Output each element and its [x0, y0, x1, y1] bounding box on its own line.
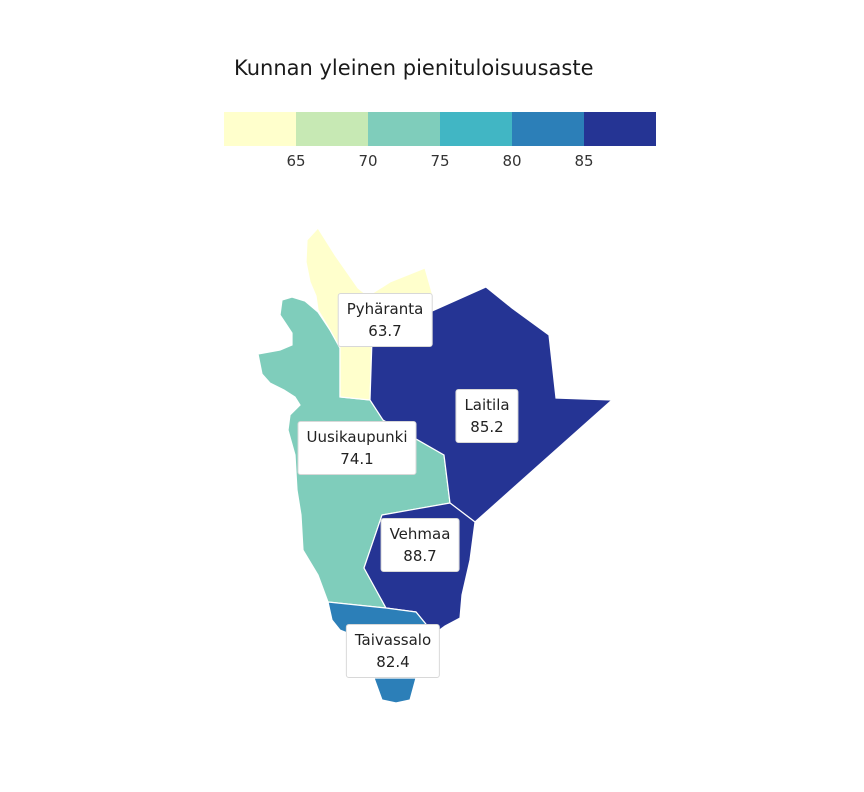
legend-tick: 75	[430, 152, 450, 170]
legend-tick: 70	[358, 152, 378, 170]
region-label-vehmaa: Vehmaa 88.7	[380, 518, 460, 572]
region-value: 74.1	[340, 450, 374, 468]
legend-swatch-2	[296, 112, 368, 146]
region-name: Vehmaa	[389, 525, 451, 543]
legend-swatch-1	[224, 112, 296, 146]
legend-swatch-6	[584, 112, 656, 146]
legend-tick: 65	[286, 152, 306, 170]
region-name: Uusikaupunki	[306, 428, 408, 446]
legend-swatch-3	[368, 112, 440, 146]
region-value: 85.2	[470, 418, 504, 436]
region-name: Laitila	[464, 396, 510, 414]
region-name: Pyhäranta	[346, 300, 424, 318]
legend-tick: 85	[574, 152, 594, 170]
color-legend	[224, 112, 656, 146]
region-label-laitila: Laitila 85.2	[455, 389, 519, 443]
legend-swatch-4	[440, 112, 512, 146]
legend-tick: 80	[502, 152, 522, 170]
legend-ticks: 65 70 75 80 85	[0, 152, 864, 176]
map-title: Kunnan yleinen pienituloisuusaste	[234, 56, 594, 80]
region-value: 88.7	[403, 547, 437, 565]
region-value: 82.4	[376, 653, 410, 671]
legend-swatch-5	[512, 112, 584, 146]
region-name: Taivassalo	[354, 631, 432, 649]
region-value: 63.7	[368, 322, 402, 340]
region-label-taivassalo: Taivassalo 82.4	[345, 624, 441, 678]
region-label-pyharanta: Pyhäranta 63.7	[337, 293, 433, 347]
region-label-uusikaupunki: Uusikaupunki 74.1	[297, 421, 417, 475]
